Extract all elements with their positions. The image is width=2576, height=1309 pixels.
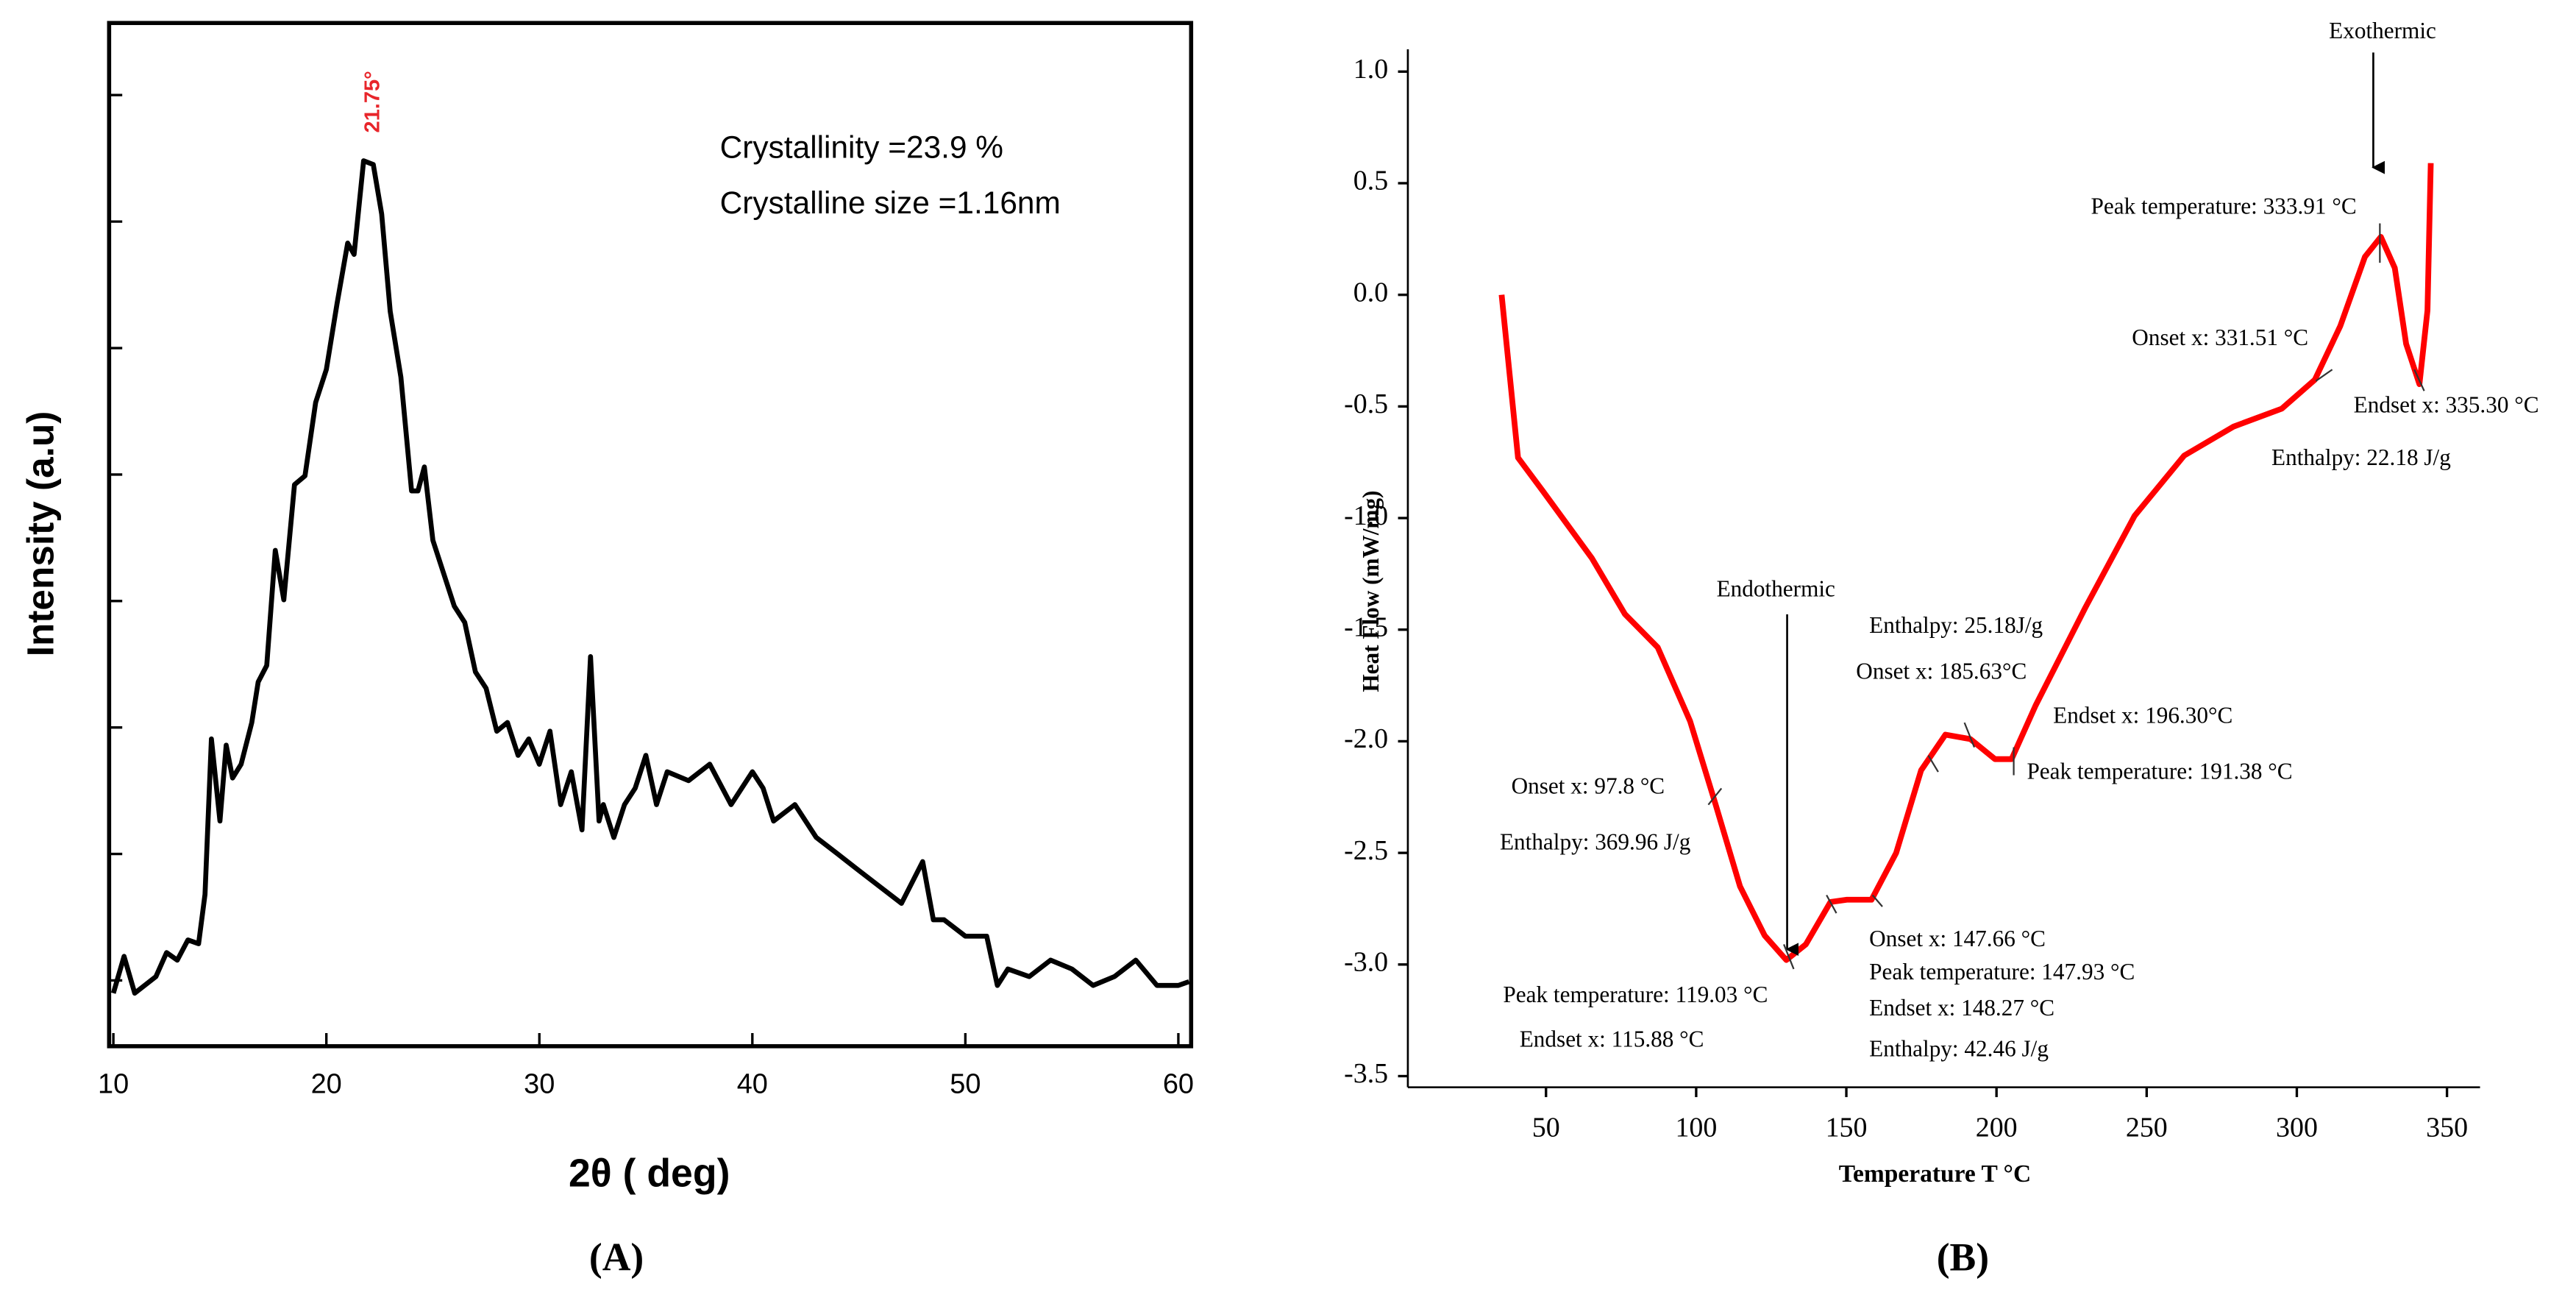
x-tick-label: 40 — [737, 1068, 768, 1099]
annotation: Exothermic — [2329, 18, 2436, 43]
x-tick-label: 300 — [2276, 1112, 2318, 1143]
x-tick-label: 50 — [950, 1068, 981, 1099]
x-tick-label: 200 — [1976, 1112, 2018, 1143]
x-tick-label: 350 — [2426, 1112, 2468, 1143]
annotation: Endset x: 115.88 °C — [1520, 1026, 1704, 1051]
chart-panel: 50 100 150 200 250 300 350 1.0 0.5 0.0 -0.5 -1.0 -1.… — [1344, 18, 2539, 1280]
annotation: Endset x: 335.30 °C — [2354, 392, 2539, 418]
y-tick-label: -2.5 — [1344, 835, 1388, 866]
annotation: Onset x: 147.66 °C — [1869, 926, 2046, 951]
x-tick-label: 100 — [1675, 1112, 1717, 1143]
annotation: Endset x: 196.30°C — [2053, 703, 2232, 728]
annotation: Peak temperature: 119.03 °C — [1503, 982, 1768, 1007]
y-tick-label: -0.5 — [1344, 389, 1388, 419]
annotation: Peak temperature: 333.91 °C — [2091, 194, 2357, 219]
annotation: Peak temperature: 147.93 °C — [1869, 959, 2135, 985]
annotation: Endothermic — [1717, 576, 1835, 602]
y-tick-label: -1.5 — [1344, 611, 1388, 642]
annotation: Enthalpy: 22.18 J/g — [2271, 444, 2451, 470]
annotation: Peak temperature: 191.38 °C — [2027, 759, 2292, 784]
y-tick-label: -2.0 — [1344, 723, 1388, 754]
chart-panel: 10 20 30 40 50 60 2θ ( deg) Intensity (a.u) (A) 2… — [20, 21, 1194, 1280]
marker-tick — [2413, 369, 2425, 391]
annotation: Onset x: 331.51 °C — [2132, 324, 2308, 350]
x-tick-label: 20 — [311, 1068, 342, 1099]
annotation: Onset x: 97.8 °C — [1512, 773, 1665, 799]
x-tick-label: 150 — [1826, 1112, 1868, 1143]
plot-frame — [107, 21, 1194, 1049]
panel-label: (A) — [589, 1235, 644, 1280]
x-tick-label: 50 — [1532, 1112, 1560, 1143]
annotation: Crystalline size =1.16nm — [720, 185, 1061, 220]
x-tick-label: 30 — [524, 1068, 555, 1099]
y-tick-label: -1.0 — [1344, 500, 1388, 531]
marker-tick — [1963, 722, 1976, 748]
y-tick-label: 1.0 — [1353, 54, 1388, 85]
annotation: Onset x: 185.63°C — [1856, 658, 2027, 684]
y-axis-label: Intensity (a.u) — [20, 411, 62, 657]
data-line — [1498, 163, 2434, 963]
annotation: Crystallinity =23.9 % — [720, 130, 1003, 164]
y-tick-label: -3.0 — [1344, 947, 1388, 978]
marker-tick — [2315, 369, 2333, 382]
marker-tick — [1783, 944, 1795, 970]
annotation: Enthalpy: 25.18J/g — [1869, 612, 2043, 638]
marker-tick — [1871, 894, 1883, 907]
x-axis-label: Temperature T °C — [1839, 1160, 2031, 1188]
y-tick-label: -3.5 — [1344, 1058, 1388, 1089]
panel-label: (B) — [1937, 1235, 1989, 1280]
marker-tick — [1826, 894, 1837, 914]
x-axis-label: 2θ ( deg) — [569, 1152, 730, 1195]
x-tick-label: 250 — [2126, 1112, 2168, 1143]
marker-tick — [1927, 755, 1939, 773]
data-line — [110, 158, 1190, 996]
annotation: Enthalpy: 42.46 J/g — [1869, 1036, 2049, 1062]
y-tick-label: 0.5 — [1353, 166, 1388, 196]
x-tick-label: 10 — [98, 1068, 129, 1099]
marker-tick — [1707, 787, 1723, 806]
y-tick-label: 0.0 — [1353, 277, 1388, 308]
y-axis-label: Heat Flow (mW/mg) — [1358, 491, 1384, 692]
x-tick-label: 60 — [1163, 1068, 1194, 1099]
annotation: Endset x: 148.27 °C — [1869, 995, 2054, 1021]
annotation: Enthalpy: 369.96 J/g — [1500, 829, 1691, 854]
annotation: 21.75° — [360, 71, 384, 132]
